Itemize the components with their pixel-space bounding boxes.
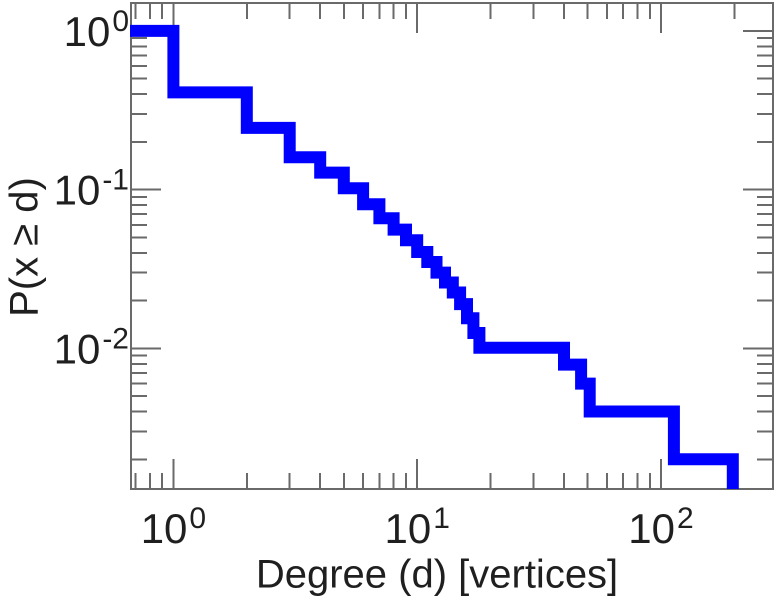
y-tick-label-0.01: 10-2 — [54, 322, 129, 372]
y-tick-label-0.1: 10-1 — [54, 164, 129, 214]
y-axis-title: P(x ≥ d) — [2, 177, 47, 317]
plot-frame — [130, 2, 774, 490]
x-tick-label-100: 102 — [628, 502, 693, 552]
x-tick-label-1: 100 — [141, 502, 206, 552]
x-tick-label-10: 101 — [384, 502, 449, 552]
y-tick-label-1: 100 — [64, 5, 129, 55]
x-axis-title: Degree (d) [vertices] — [255, 552, 619, 597]
ccdf-step-line — [130, 24, 739, 489]
